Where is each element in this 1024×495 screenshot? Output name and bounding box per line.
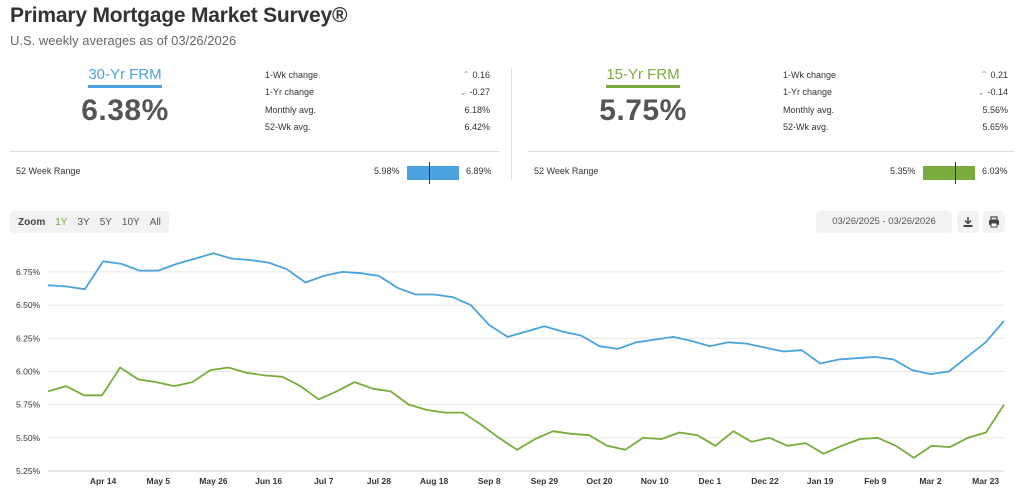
- x-tick-label: Dec 22: [751, 476, 779, 486]
- frm30-label[interactable]: 30-Yr FRM: [88, 66, 162, 88]
- frm15-card: 15-Yr FRM 5.75% 1-Wk change ⌃ 0.21 1-Yr c…: [528, 62, 1014, 184]
- divider: [528, 151, 1014, 152]
- stat-label: 52-Wk avg.: [783, 122, 829, 133]
- x-tick-label: Jul 7: [314, 476, 334, 486]
- range-marker: [429, 162, 430, 184]
- y-tick-label: 5.25%: [16, 466, 41, 476]
- x-tick-label: Jun 16: [255, 476, 282, 486]
- frm30-stat-row: Monthly avg. 6.18%: [265, 101, 490, 119]
- frm30-stat-row: 52-Wk avg. 6.42%: [265, 119, 490, 137]
- stat-label: Monthly avg.: [783, 104, 835, 115]
- zoom-label: Zoom: [18, 216, 46, 228]
- x-tick-label: Dec 1: [699, 476, 722, 486]
- x-tick-label: Aug 18: [420, 476, 449, 486]
- zoom-1y-button[interactable]: 1Y: [55, 216, 68, 228]
- zoom-10y-button[interactable]: 10Y: [121, 216, 140, 228]
- zoom-5y-button[interactable]: 5Y: [99, 216, 112, 228]
- range-high: 6.03%: [982, 166, 1008, 176]
- x-tick-label: Jan 19: [807, 476, 834, 486]
- stat-label: Monthly avg.: [265, 104, 317, 115]
- x-tick-label: Sep 29: [531, 476, 559, 486]
- stat-label: 1-Yr change: [265, 87, 315, 98]
- x-tick-label: Mar 2: [919, 476, 941, 486]
- y-tick-label: 6.00%: [16, 366, 41, 376]
- page-title: Primary Mortgage Market Survey®: [10, 4, 348, 27]
- x-tick-label: Jul 28: [367, 476, 391, 486]
- frm15-range: 52 Week Range 5.35% 6.03%: [534, 162, 1012, 184]
- range-bar: [923, 166, 975, 180]
- series-line-30yr[interactable]: [47, 252, 1005, 376]
- range-high: 6.89%: [466, 166, 492, 176]
- stat-label: 1-Yr change: [783, 87, 833, 98]
- range-low: 5.35%: [890, 166, 916, 176]
- chevron-up-icon: ⌃: [462, 70, 470, 80]
- rate-history-chart: 5.25% 5.50% 5.75% 6.00% 6.25% 6.50% 6.75% Apr …: [16, 252, 1005, 486]
- print-icon[interactable]: [983, 211, 1005, 233]
- divider: [10, 151, 500, 152]
- y-tick-label: 6.50%: [16, 300, 41, 310]
- stat-label: 52-Wk avg.: [265, 122, 311, 133]
- stat-value: 6.42%: [464, 122, 490, 133]
- stat-label: 1-Wk change: [265, 69, 319, 80]
- y-tick-label: 6.75%: [16, 267, 41, 277]
- download-icon[interactable]: [957, 211, 979, 233]
- stat-value: 5.56%: [982, 104, 1008, 115]
- frm30-stat-row: 1-Wk change ⌃ 0.16: [265, 66, 490, 84]
- zoom-all-button[interactable]: All: [149, 216, 161, 228]
- frm15-stat-row: Monthly avg. 5.56%: [783, 101, 1008, 119]
- zoom-3y-button[interactable]: 3Y: [77, 216, 90, 228]
- y-tick-label: 5.50%: [16, 433, 41, 443]
- stat-value: 6.18%: [464, 104, 490, 115]
- x-tick-label: Feb 9: [864, 476, 886, 486]
- chevron-down-icon: ⌄: [977, 87, 985, 97]
- page-subtitle: U.S. weekly averages as of 03/26/2026: [10, 33, 237, 48]
- stat-value: -0.14: [987, 87, 1008, 98]
- frm15-stat-row: 1-Wk change ⌃ 0.21: [783, 66, 1008, 84]
- x-tick-label: Oct 20: [587, 476, 613, 486]
- x-tick-label: Nov 10: [641, 476, 669, 486]
- stat-value: 5.65%: [982, 122, 1008, 133]
- range-bar: [407, 166, 459, 180]
- frm15-stat-row: 52-Wk avg. 5.65%: [783, 119, 1008, 137]
- frm30-rate: 6.38%: [81, 94, 169, 127]
- series-line-15yr[interactable]: [47, 366, 1005, 459]
- frm15-stats: 1-Wk change ⌃ 0.21 1-Yr change ⌄ -0.14 Mon…: [783, 66, 1008, 136]
- range-marker: [955, 162, 956, 184]
- stat-value: 0.21: [990, 69, 1008, 80]
- range-low: 5.98%: [374, 166, 400, 176]
- x-tick-label: May 26: [199, 476, 228, 486]
- frm15-rate: 5.75%: [599, 94, 687, 127]
- frm30-stats: 1-Wk change ⌃ 0.16 1-Yr change ⌄ -0.27 Mon…: [265, 66, 490, 136]
- chevron-up-icon: ⌃: [980, 70, 988, 80]
- y-tick-label: 6.25%: [16, 333, 41, 343]
- range-label: 52 Week Range: [16, 166, 81, 176]
- zoom-toolbar: Zoom 1Y 3Y 5Y 10Y All: [10, 211, 169, 233]
- x-tick-label: Apr 14: [90, 476, 117, 486]
- stat-value: -0.27: [469, 87, 490, 98]
- date-range-display[interactable]: 03/26/2025 - 03/26/2026: [816, 211, 952, 233]
- x-tick-label: Mar 23: [972, 476, 999, 486]
- x-tick-label: May 5: [146, 476, 170, 486]
- card-separator: [511, 68, 512, 180]
- x-tick-label: Sep 8: [478, 476, 501, 486]
- frm30-card: 30-Yr FRM 6.38% 1-Wk change ⌃ 0.16 1-Yr c…: [10, 62, 500, 184]
- stat-label: 1-Wk change: [783, 69, 837, 80]
- stat-value: 0.16: [472, 69, 490, 80]
- frm30-range: 52 Week Range 5.98% 6.89%: [16, 162, 498, 184]
- frm15-label[interactable]: 15-Yr FRM: [606, 66, 680, 88]
- frm30-stat-row: 1-Yr change ⌄ -0.27: [265, 84, 490, 102]
- chevron-down-icon: ⌄: [459, 87, 467, 97]
- y-tick-label: 5.75%: [16, 400, 41, 410]
- range-label: 52 Week Range: [534, 166, 599, 176]
- frm15-stat-row: 1-Yr change ⌄ -0.14: [783, 84, 1008, 102]
